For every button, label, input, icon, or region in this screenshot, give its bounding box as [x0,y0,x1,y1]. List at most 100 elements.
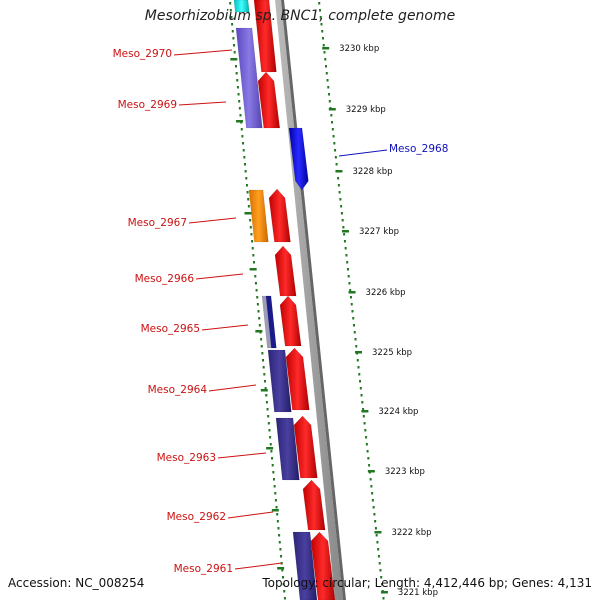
gc-dot [276,513,279,516]
gc-dot [252,254,255,257]
gene-red [257,71,281,129]
gc-dot [349,296,352,299]
scale-tick [328,108,336,111]
scale-tick [348,291,356,294]
scale-tick [335,170,343,173]
gc-dot [369,478,372,481]
gc-dot [341,219,344,222]
gc-dot [254,282,257,285]
gene-red [253,0,277,73]
gc-dot [382,597,385,600]
gc-dot [229,2,232,5]
gc-dot [318,2,321,5]
scale-label: 3229 kbp [346,105,386,115]
gc-dot [358,373,361,376]
gc-dot [246,191,249,194]
leader-line [188,217,237,224]
gc-dot [265,401,268,404]
gc-dot [362,408,365,411]
gc-dot [244,170,247,173]
gc-dot [250,233,253,236]
gc-dot [318,9,321,12]
leader-line [227,511,274,519]
gene-labels: Meso_2970 Meso_2969 Meso_2968 Meso_2967 Meso… [113,48,449,575]
gc-dot [254,275,257,278]
scale-label: 3227 kbp [359,227,399,237]
gc-dot [331,121,334,124]
gc-dot [360,394,363,397]
gc-dot [328,100,331,103]
gc-dot [237,93,240,96]
gc-dot [325,72,328,75]
gc-dot [231,30,234,33]
gc-dot [283,597,286,600]
minor-tick [260,389,268,392]
leader-line [208,384,257,392]
gc-dot [342,226,345,229]
gc-dot [348,282,351,285]
gc-dot [271,464,274,467]
gc-dot [269,436,272,439]
gc-dot [377,548,380,551]
gc-dot [343,240,346,243]
minor-tick [277,567,285,570]
leader-line [201,324,249,331]
gc-dot [365,436,368,439]
gc-dot [327,86,330,89]
gc-dot [334,149,337,152]
gc-dot [366,450,369,453]
gc-dot [359,387,362,390]
gc-dot [238,100,241,103]
gc-dot [330,114,333,117]
leader-line [234,562,283,570]
gc-dot [333,142,336,145]
gc-dot [249,219,252,222]
gc-dot [278,541,281,544]
gene-red [285,347,310,411]
gc-dot [232,37,235,40]
gc-dot [242,149,245,152]
leader-line [178,101,227,106]
gc-dot [282,583,285,586]
gc-dot [364,429,367,432]
gc-dot [340,205,343,208]
gc-dot [257,310,260,313]
gc-dot [353,331,356,334]
gc-dot [243,163,246,166]
gene-meso-2965 [265,295,277,349]
gc-dot [258,317,261,320]
gc-dot [323,51,326,54]
gene-label: Meso_2969 [118,99,177,111]
gc-dot [251,247,254,250]
gc-dot [276,520,279,523]
gc-dot [231,23,234,26]
gc-dot [236,86,239,89]
gc-dot [359,380,362,383]
gene-cyan [233,0,250,13]
scale-tick [322,47,330,50]
scale-label: 3221 kbp [398,588,438,598]
gc-dot [229,9,232,12]
gc-dot [275,506,278,509]
gc-dot [321,30,324,33]
gc-dot [322,44,325,47]
gene-red [293,415,318,479]
gc-dot [262,359,265,362]
gc-dot [267,415,270,418]
gc-dot [352,324,355,327]
gc-dot [326,79,329,82]
gc-dot [247,198,250,201]
gc-dot [260,338,263,341]
gc-dot [374,520,377,523]
minor-tick [244,212,252,215]
gc-dot [332,135,335,138]
gc-dot [240,128,243,131]
gc-dot [362,415,365,418]
scale-label: 3222 kbp [391,528,431,538]
gene-label: Meso_2968 [389,143,448,155]
gc-dot [346,268,349,271]
gc-dot [256,303,259,306]
gc-dotted-tracks [229,2,385,600]
gene-label: Meso_2967 [128,217,187,229]
gc-dot [261,352,264,355]
